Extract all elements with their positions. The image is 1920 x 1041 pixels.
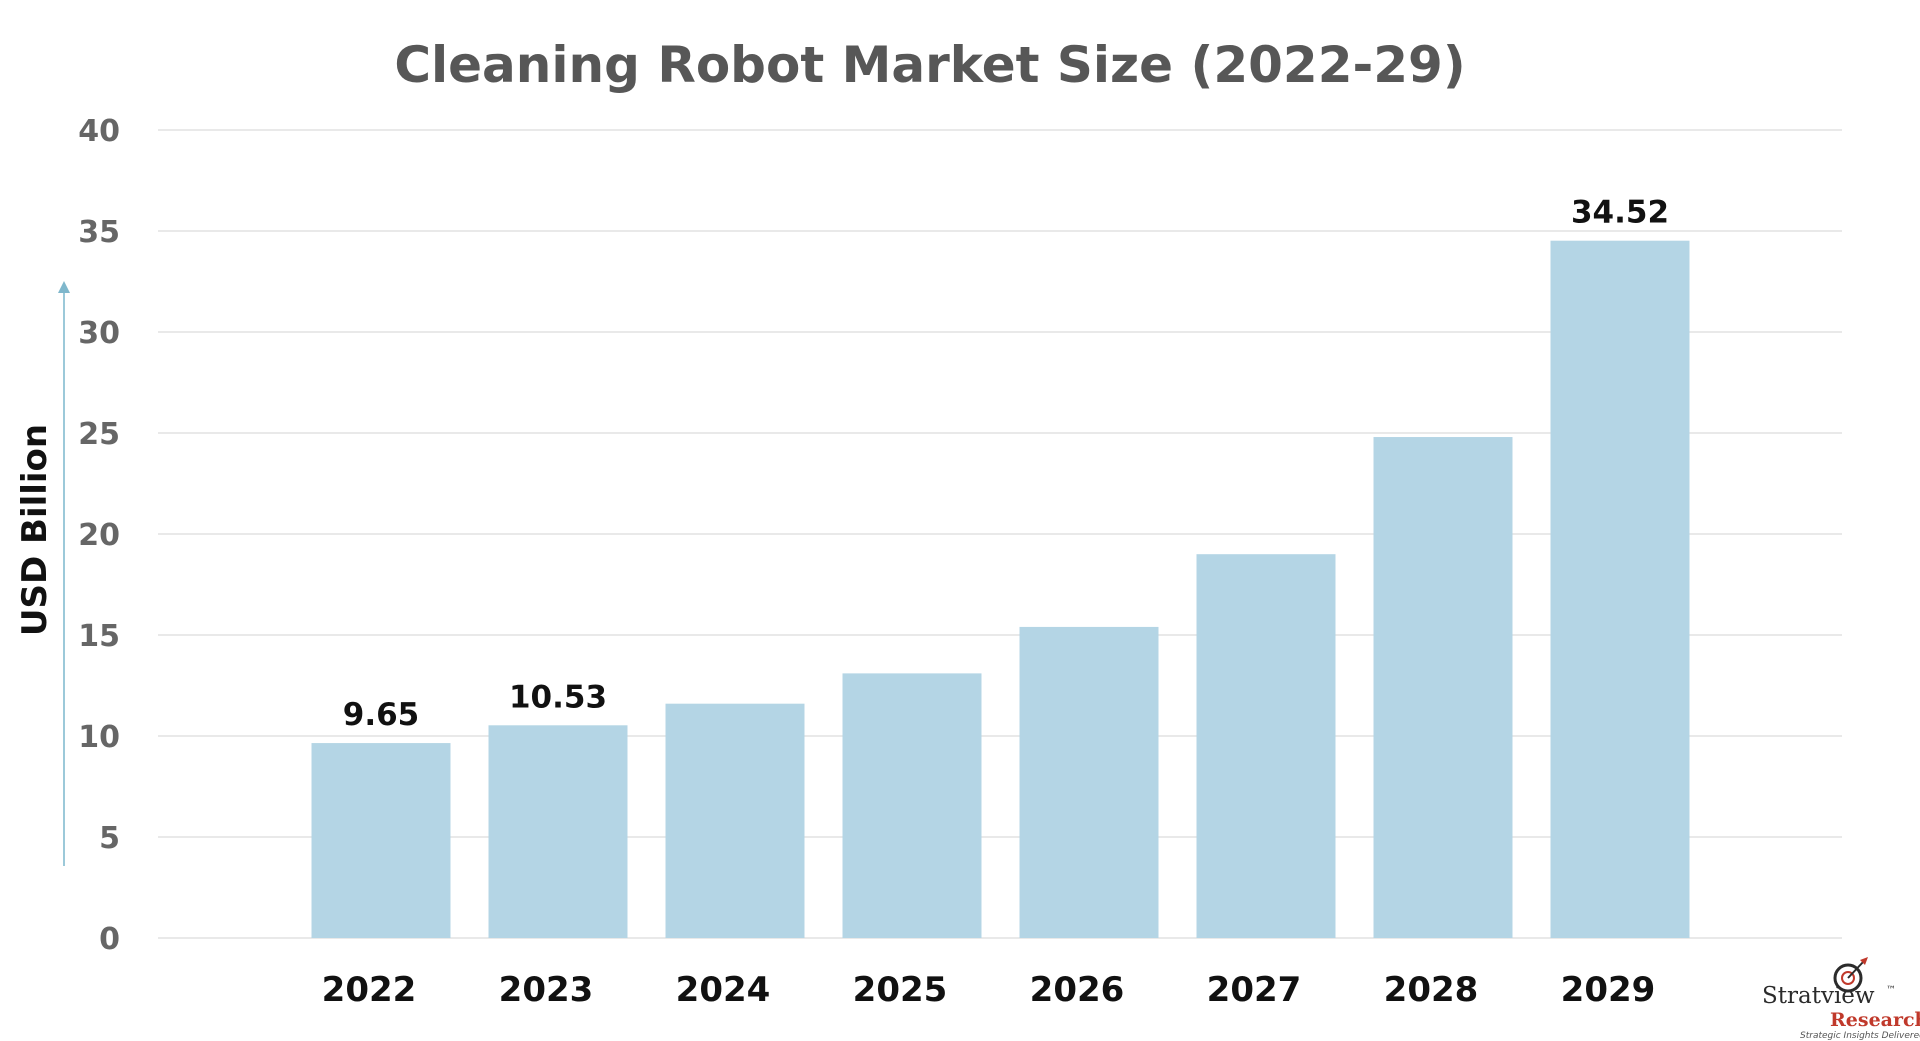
bar-2028: [1373, 437, 1513, 938]
y-axis-ticks: 0 5 10 15 20 25 30 35 40: [78, 114, 120, 957]
y-tick-label: 5: [99, 821, 120, 856]
bar-2025: [842, 673, 982, 938]
bar-2026: [1019, 626, 1159, 938]
data-label-2022: 9.65: [343, 697, 420, 733]
bar-2027: [1196, 554, 1336, 938]
logo-sub: Research: [1830, 1009, 1920, 1031]
target-icon: [1833, 957, 1868, 993]
x-tick-label-2026: 2026: [1030, 970, 1125, 1010]
y-axis-label: USD Billion: [15, 424, 55, 636]
y-tick-label: 30: [78, 316, 120, 351]
x-tick-label-2023: 2023: [499, 970, 594, 1010]
y-tick-label: 25: [78, 417, 120, 452]
bar-2022: [311, 743, 451, 938]
y-tick-label: 0: [99, 922, 120, 957]
bars: [311, 240, 1690, 939]
data-label-2029: 34.52: [1571, 195, 1669, 231]
y-axis-arrow: [58, 281, 70, 866]
y-tick-label: 10: [78, 720, 120, 755]
data-label-2023: 10.53: [509, 679, 607, 715]
x-tick-label-2022: 2022: [322, 970, 417, 1010]
logo-name: Stratview: [1762, 983, 1875, 1009]
x-tick-label-2027: 2027: [1207, 970, 1302, 1010]
logo-tm: ™: [1886, 985, 1896, 996]
bar-2029: [1550, 240, 1690, 939]
logo-tagline: Strategic Insights Delivered: [1800, 1031, 1920, 1041]
x-tick-label-2029: 2029: [1561, 970, 1656, 1010]
x-tick-label-2025: 2025: [853, 970, 948, 1010]
x-tick-label-2024: 2024: [676, 970, 771, 1010]
data-labels: 9.65 10.53 34.52: [343, 195, 1669, 733]
y-tick-label: 20: [78, 518, 120, 553]
y-tick-label: 40: [78, 114, 120, 149]
x-axis-ticks: 2022 2023 2024 2025 2026 2027 2028 2029: [322, 970, 1656, 1010]
stratview-logo: Stratview ™ Research Strategic Insights …: [1762, 957, 1920, 1041]
bar-2023: [488, 725, 628, 938]
chart-title: Cleaning Robot Market Size (2022-29): [394, 36, 1465, 94]
y-tick-label: 15: [78, 619, 120, 654]
y-tick-label: 35: [78, 215, 120, 250]
bar-2024: [665, 703, 805, 938]
x-tick-label-2028: 2028: [1384, 970, 1479, 1010]
